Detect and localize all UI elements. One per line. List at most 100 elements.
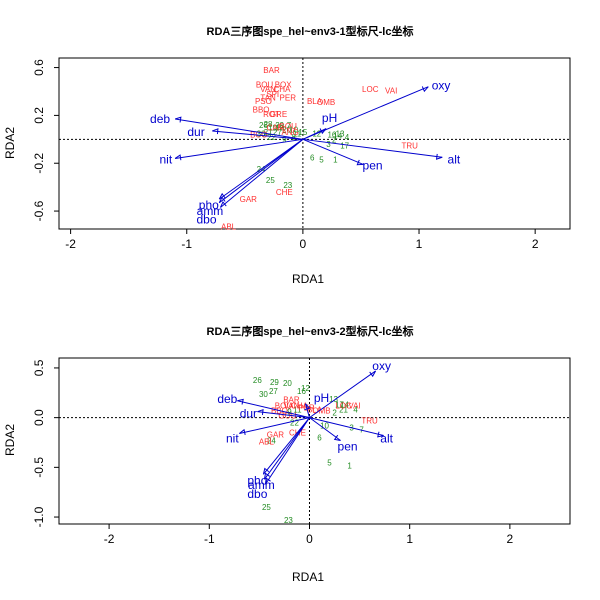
y-tick-label: 0.6 (32, 59, 46, 76)
env-label-dbo: dbo (196, 212, 216, 226)
env-arrow-amm (218, 138, 304, 204)
site-label: 27 (273, 128, 282, 137)
species-label: OMB (312, 407, 330, 416)
env-arrowhead (377, 431, 384, 438)
species-label: VAI (385, 86, 397, 95)
site-label: 23 (284, 516, 293, 525)
species-label: CHA (274, 85, 292, 94)
env-label-alt: alt (380, 432, 393, 446)
plot-1-frame (58, 57, 571, 230)
species-label: OMB (317, 98, 335, 107)
species-label: GAR (240, 195, 258, 204)
site-label: 15 (298, 128, 307, 137)
env-arrow-dur (257, 411, 310, 419)
site-label: 20 (283, 379, 292, 388)
site-label: 13 (336, 129, 345, 138)
x-tick-label: 2 (507, 532, 514, 546)
site-label: 19 (268, 123, 277, 132)
env-label-amm: amm (248, 478, 275, 492)
species-label: GOU (279, 122, 297, 131)
species-label: LOC (362, 85, 379, 94)
env-arrow-oxy (302, 86, 429, 140)
y-tick-label: 0.5 (32, 359, 46, 376)
env-arrowhead (369, 370, 377, 378)
env-label-deb: deb (217, 392, 237, 406)
rda-plot-2: RDA三序图spe_hel~env3-2型标尺-lc坐标 -2 -1 0 1 2-1.0… (3, 324, 571, 584)
env-arrow-dbo (220, 138, 304, 208)
species-label: BOU (275, 402, 293, 411)
env-arrow-nit (239, 417, 310, 435)
site-label: 30 (259, 390, 268, 399)
env-label-amm: amm (197, 204, 224, 218)
site-label: 21 (339, 406, 348, 415)
site-label: 22 (267, 133, 276, 142)
site-label: 24 (267, 437, 276, 446)
plot-2-title: RDA三序图spe_hel~env3-2型标尺-lc坐标 (207, 324, 414, 338)
y-tick-label: 0.0 (32, 409, 46, 426)
species-label: BOU (256, 80, 274, 89)
env-arrow-dur (212, 130, 303, 140)
env-arrowhead (435, 153, 443, 160)
species-label: BOX (275, 80, 293, 89)
env-label-nit: nit (226, 432, 239, 446)
site-label: 16 (297, 387, 306, 396)
site-label: 10 (320, 422, 329, 431)
env-arrowhead (333, 434, 341, 441)
species-label: TRU (402, 141, 419, 150)
species-label: VAN (284, 402, 300, 411)
species-label: BAR (283, 396, 300, 405)
x-tick-label: 0 (306, 532, 313, 546)
x-tick-label: 1 (406, 532, 413, 546)
plot-2-axes: -2 -1 0 1 2-1.0-0.50.00.5 (32, 358, 570, 546)
site-label: 26 (253, 376, 262, 385)
env-arrow-deb (237, 400, 310, 419)
plot-2-marks: 2629203027121613172141423710651242225239… (217, 359, 393, 525)
site-label: 29 (275, 121, 284, 130)
species-label: PSO (255, 97, 272, 106)
env-arrowhead (237, 398, 244, 405)
env-arrow-pen (302, 138, 364, 165)
env-arrowhead (174, 116, 182, 123)
plot-2-frame (58, 357, 571, 525)
site-label: 13 (329, 395, 338, 404)
species-label: BBO (253, 105, 270, 114)
y-tick-label: -1.0 (32, 506, 46, 527)
site-label: 17 (335, 401, 344, 410)
env-arrowhead (262, 467, 270, 475)
env-label-deb: deb (150, 112, 170, 126)
plot-1-title: RDA三序图spe_hel~env3-1型标尺-lc坐标 (207, 24, 414, 38)
env-label-pho: pho (247, 473, 267, 487)
env-label-dbo: dbo (247, 487, 267, 501)
env-arrowhead (212, 128, 219, 135)
env-label-nit: nit (160, 153, 173, 167)
site-label: 30 (257, 129, 266, 138)
site-label: 25 (262, 503, 271, 512)
site-label: 5 (327, 458, 332, 467)
env-arrow-pen (309, 417, 341, 441)
y-tick-label: -0.6 (32, 200, 46, 221)
site-label: 9 (287, 408, 292, 417)
species-label: SPI (266, 90, 279, 99)
env-arrowhead (356, 159, 364, 166)
x-tick-label: 1 (416, 237, 423, 251)
site-label: 11 (293, 406, 302, 415)
env-arrowhead (263, 472, 270, 480)
env-arrow-oxy (309, 370, 376, 419)
site-label: 2 (332, 135, 337, 144)
env-arrow-amm (263, 417, 310, 480)
rda-plot-1: RDA三序图spe_hel~env3-1型标尺-lc坐标 -2 -1 0 1 2 -0.6… (3, 24, 571, 286)
x-tick-label: -2 (65, 237, 76, 251)
site-label: 20 (282, 126, 291, 135)
site-label: 29 (270, 378, 279, 387)
site-label: 14 (340, 401, 349, 410)
species-label: BBO (271, 407, 288, 416)
site-label: 16 (327, 131, 336, 140)
env-label-oxy: oxy (372, 359, 391, 373)
env-label-alt: alt (448, 153, 461, 167)
env-arrow-nit (175, 138, 303, 159)
site-label: 9 (282, 135, 287, 144)
species-label: GAR (267, 431, 285, 440)
site-label: 10 (289, 126, 298, 135)
env-label-pH: pH (314, 391, 329, 405)
